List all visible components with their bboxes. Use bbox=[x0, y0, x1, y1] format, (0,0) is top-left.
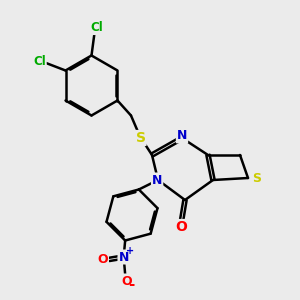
Text: N: N bbox=[177, 129, 187, 142]
Text: O: O bbox=[98, 253, 108, 266]
Text: Cl: Cl bbox=[91, 21, 103, 34]
Text: S: S bbox=[136, 131, 146, 145]
Text: O: O bbox=[176, 220, 187, 234]
Text: O: O bbox=[121, 274, 132, 287]
Text: -: - bbox=[129, 278, 135, 292]
Text: N: N bbox=[118, 250, 129, 263]
Text: S: S bbox=[252, 172, 261, 184]
Text: Cl: Cl bbox=[33, 55, 46, 68]
Text: +: + bbox=[126, 246, 134, 256]
Text: N: N bbox=[152, 173, 162, 187]
